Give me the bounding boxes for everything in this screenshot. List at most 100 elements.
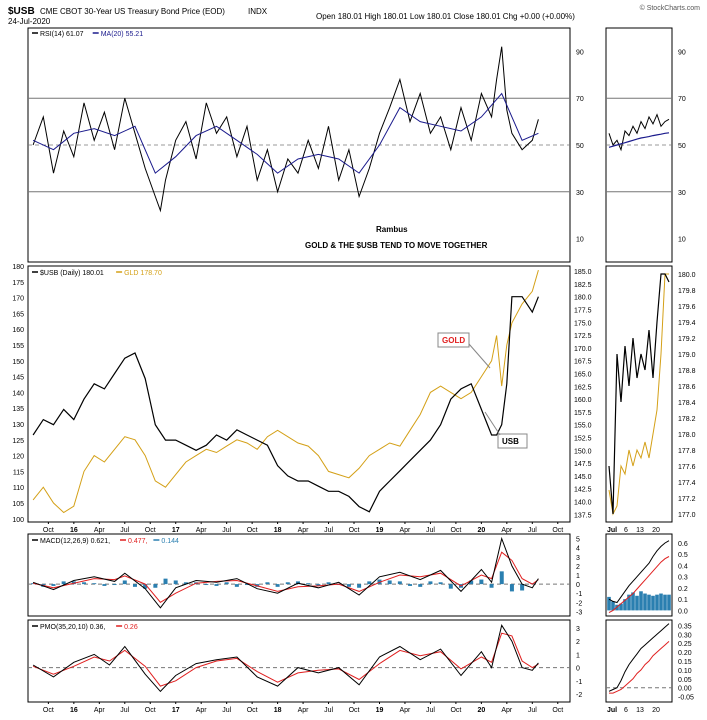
macd-histogram-bar — [357, 584, 362, 588]
side-macd-histogram-bar — [635, 595, 639, 611]
price-y-tick-right: 152.5 — [574, 436, 592, 443]
side-macd-histogram-bar — [619, 603, 623, 611]
side-pmo-line — [608, 623, 670, 692]
x-axis-label: Apr — [94, 707, 106, 714]
side-frame-price — [605, 265, 673, 523]
side-macd-histogram-bar — [607, 596, 611, 611]
price-y-tick-left: 120 — [12, 454, 24, 461]
macd-histogram-bar — [204, 584, 209, 586]
x-axis-label: Jul — [120, 707, 129, 714]
side-pmo-y-tick: 0.10 — [678, 668, 692, 675]
side-frame-pmo — [605, 619, 673, 703]
side-macd-histogram-bar — [611, 601, 615, 611]
side-macd-y-tick: 0.4 — [678, 563, 688, 570]
side-price-y-tick: 178.2 — [678, 416, 696, 423]
price-y-tick-right: 157.5 — [574, 410, 592, 417]
panel-frames — [27, 27, 673, 703]
side-pmo-y-tick: 0.00 — [678, 686, 692, 693]
macd-histogram-bar — [183, 582, 188, 585]
macd-y-tick: -1 — [576, 591, 582, 598]
legend-entry: RSI(14) 61.07 — [40, 31, 84, 38]
macd-y-tick: 4 — [576, 546, 580, 553]
macd-histogram-bar — [173, 580, 178, 585]
legend-entry: MACD(12,26,9) 0.621, — [40, 538, 110, 545]
side-price-y-tick: 179.2 — [678, 336, 696, 343]
price-y-tick-left: 160 — [12, 327, 24, 334]
macd-histogram-bar — [520, 584, 525, 591]
x-axis-label: Oct — [450, 707, 461, 714]
pmo-y-tick: -2 — [576, 692, 582, 699]
ohlc-readout: Open 180.01 High 180.01 Low 180.01 Close… — [316, 12, 575, 21]
price-y-tick-right: 162.5 — [574, 384, 592, 391]
side-x-axis-label: Jul — [607, 527, 617, 534]
rsi-y-tick: 70 — [576, 96, 584, 103]
main-panels: Oct 16 Apr Jul Oct 17 Apr Jul Oct 18 Apr Jul Oct 19 Ap… — [12, 31, 591, 714]
price-y-tick-left: 175 — [12, 280, 24, 287]
author-note: Rambus — [376, 225, 408, 234]
macd-histogram-bar — [499, 571, 504, 585]
price-y-tick-left: 110 — [13, 485, 24, 492]
macd-histogram-bar — [285, 582, 290, 585]
side-x-axis-label: 20 — [652, 707, 660, 714]
usb-line — [32, 296, 539, 513]
side-usb-line — [608, 273, 670, 515]
price-y-tick-left: 135 — [12, 406, 24, 413]
macd-histogram-bar — [122, 580, 127, 585]
side-rsi-y-tick: 30 — [678, 190, 686, 197]
price-y-tick-right: 160.0 — [574, 397, 592, 404]
x-axis-label: Jul — [426, 707, 435, 714]
macd-y-tick: 5 — [576, 537, 580, 544]
side-panels: Jul 6 13 20 Jul 6 13 20 10 30 50 70 90 177.0 177.2 177.… — [606, 49, 696, 714]
side-x-axis-label: 6 — [624, 707, 628, 714]
price-y-tick-right: 140.0 — [574, 500, 592, 507]
legend-entry: 0.144 — [161, 538, 179, 545]
x-axis-label: Oct — [349, 707, 360, 714]
legend-entry: PMO(35,20,10) 0.36, — [40, 624, 105, 631]
price-y-tick-right: 147.5 — [574, 461, 592, 468]
side-macd-y-tick: 0.5 — [678, 552, 688, 559]
x-axis-label: Jul — [426, 527, 435, 534]
price-y-tick-right: 170.0 — [574, 346, 592, 353]
macd-histogram-bar — [346, 584, 351, 587]
side-x-axis-label: 6 — [624, 527, 628, 534]
side-price-y-tick: 177.0 — [678, 512, 696, 519]
price-y-tick-right: 185.0 — [574, 269, 592, 276]
side-frame-macd — [605, 533, 673, 617]
macd-histogram-bar — [367, 581, 372, 585]
side-macd-histogram-bar — [663, 594, 667, 611]
x-axis-label: Jul — [528, 707, 537, 714]
pmo-y-tick: -1 — [576, 679, 582, 686]
side-macd-histogram-bar — [639, 591, 643, 611]
x-axis-label: Oct — [43, 707, 54, 714]
macd-histogram-bar — [61, 581, 66, 585]
side-price-y-tick: 177.6 — [678, 464, 696, 471]
side-macd-y-tick: 0.3 — [678, 575, 688, 582]
x-axis-label: 20 — [477, 527, 485, 534]
side-rsi-y-tick: 10 — [678, 237, 686, 244]
macd-y-tick: -2 — [576, 600, 582, 607]
side-pmo-y-tick: 0.30 — [678, 632, 692, 639]
usb-callout-box — [497, 433, 528, 449]
side-rsi-y-tick: 50 — [678, 143, 686, 150]
side-rsi-y-tick: 90 — [678, 49, 686, 56]
price-y-tick-right: 172.5 — [574, 333, 592, 340]
macd-histogram-bar — [438, 582, 443, 585]
price-y-tick-right: 167.5 — [574, 359, 592, 366]
legend-entry: GLD 178.70 — [124, 270, 162, 277]
price-y-tick-right: 180.0 — [574, 295, 592, 302]
rsi-line — [32, 46, 539, 213]
gold-callout-pointer — [468, 343, 491, 369]
macd-histogram-bar — [408, 584, 413, 586]
side-macd-line — [608, 540, 670, 604]
macd-y-tick: 1 — [576, 573, 580, 580]
side-macd-histogram-bar — [643, 593, 647, 611]
rsi-y-tick: 90 — [576, 49, 584, 56]
side-price-y-tick: 177.4 — [678, 480, 696, 487]
x-axis-label: 16 — [70, 527, 78, 534]
legend-entry: MA(20) 55.21 — [101, 31, 144, 38]
rsi-y-tick: 10 — [576, 237, 584, 244]
side-price-y-tick: 178.0 — [678, 432, 696, 439]
side-macd-y-tick: 0.2 — [678, 586, 688, 593]
frame-macd — [27, 533, 571, 617]
gld-line — [32, 269, 539, 514]
